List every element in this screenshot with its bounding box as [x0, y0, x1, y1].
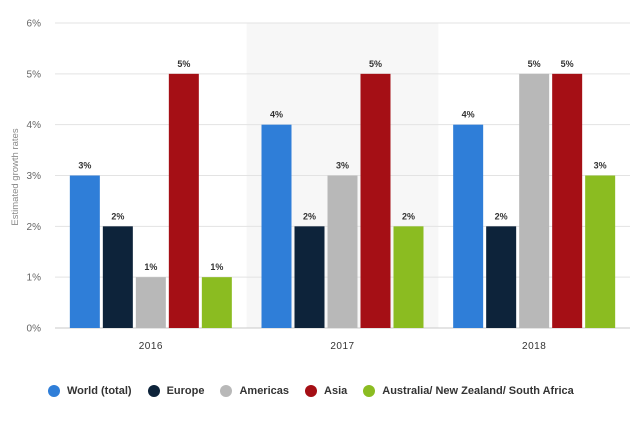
bar [168, 73, 199, 328]
legend-label: Americas [239, 385, 290, 397]
x-tick-label: 2017 [330, 341, 354, 352]
bar [294, 226, 325, 328]
bar [69, 175, 100, 328]
x-axis-ticks: 2016 2017 2018 [139, 341, 546, 352]
data-label: 5% [561, 59, 574, 69]
bar [261, 124, 292, 329]
data-label: 4% [462, 110, 475, 120]
y-tick-label: 4% [27, 120, 42, 131]
data-label: 5% [369, 59, 382, 69]
data-label: 1% [144, 262, 157, 272]
y-tick-label: 1% [27, 273, 42, 284]
y-axis-title: Estimated growth rates [10, 128, 21, 225]
bar [102, 226, 133, 328]
y-tick-label: 0% [27, 324, 42, 335]
legend-item[interactable]: Europe [147, 385, 205, 397]
y-axis-ticks: 0% 1% 2% 3% 4% 5% 6% [27, 19, 42, 335]
legend: World (total) Europe Americas Asia Australia… [48, 385, 574, 397]
bar [552, 73, 583, 328]
x-tick-label: 2016 [139, 341, 163, 352]
data-label: 2% [111, 211, 124, 221]
data-label: 3% [78, 161, 91, 171]
legend-label: World (total) [67, 385, 132, 397]
bar [519, 73, 550, 328]
legend-swatch [363, 385, 376, 397]
legend-label: Europe [166, 385, 205, 397]
bars-layer [69, 73, 616, 329]
x-tick-label: 2018 [522, 341, 546, 352]
legend-swatch [147, 385, 160, 397]
data-label: 1% [210, 262, 223, 272]
data-label: 2% [495, 211, 508, 221]
y-tick-label: 5% [27, 69, 42, 80]
data-label: 3% [594, 161, 607, 171]
data-label: 5% [177, 59, 190, 69]
data-label: 2% [303, 211, 316, 221]
bar [135, 277, 166, 328]
legend-swatch [220, 385, 233, 397]
legend-label: Asia [324, 385, 348, 397]
legend-swatch [48, 385, 60, 397]
data-label: 5% [528, 59, 541, 69]
legend-label: Australia/ New Zealand/ South Africa [382, 385, 574, 397]
legend-item[interactable]: Asia [305, 385, 347, 397]
data-label: 4% [270, 110, 283, 120]
legend-item[interactable]: Americas [220, 385, 289, 397]
bar [585, 175, 616, 328]
bar [327, 175, 358, 328]
bar [453, 124, 484, 329]
bar-chart: 3% 2% 1% 5% 1% 4% 2% 3% 5% 2% 4% 2% 5% 5% 3% 0% 1% 2% 3% 4… [10, 19, 630, 352]
data-label: 3% [336, 161, 349, 171]
bar [360, 73, 391, 328]
y-tick-label: 3% [27, 171, 42, 182]
y-tick-label: 6% [27, 19, 42, 30]
data-label: 2% [402, 211, 415, 221]
legend-item[interactable]: Australia/ New Zealand/ South Africa [363, 385, 574, 397]
bar [393, 226, 424, 328]
y-tick-label: 2% [27, 222, 42, 233]
legend-item[interactable]: World (total) [48, 385, 132, 397]
bar [486, 226, 517, 328]
legend-swatch [305, 385, 318, 397]
data-labels-layer: 3% 2% 1% 5% 1% 4% 2% 3% 5% 2% 4% 2% 5% 5% 3% [78, 59, 606, 272]
bar [201, 277, 232, 328]
